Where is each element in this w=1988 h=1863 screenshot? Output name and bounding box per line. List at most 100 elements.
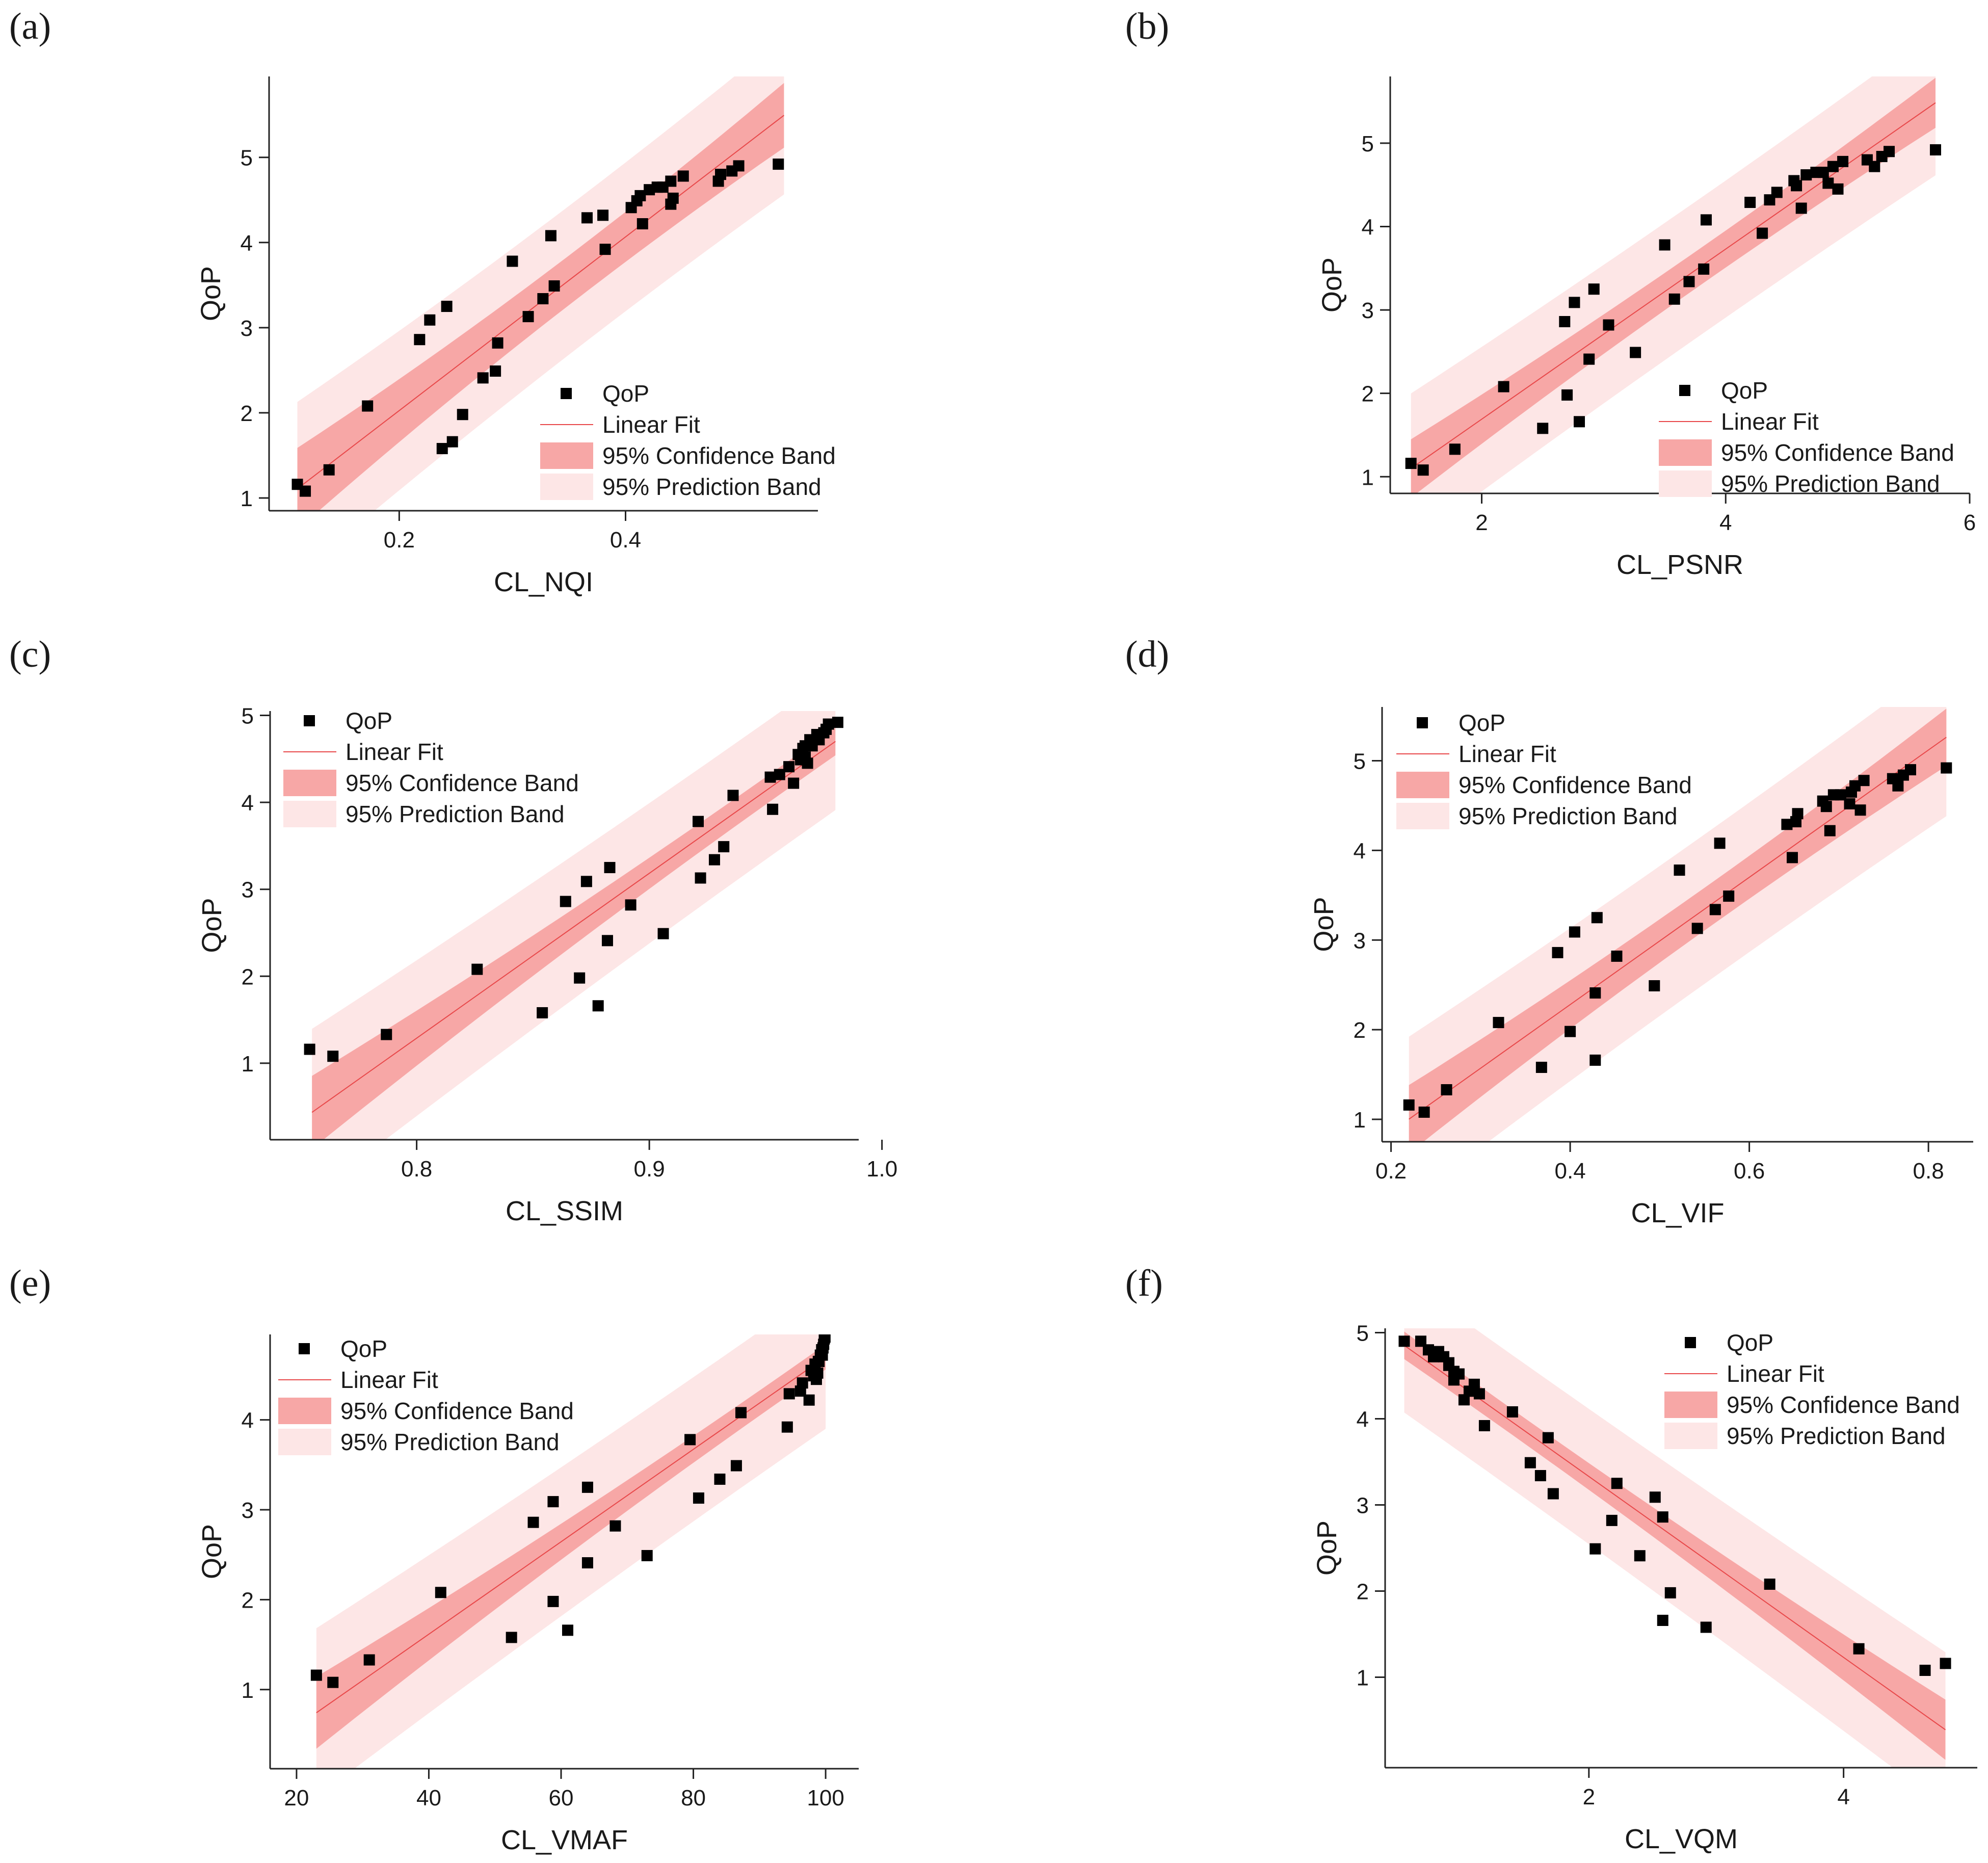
plot-area — [1405, 76, 1941, 493]
data-point — [625, 899, 637, 911]
linear-fit-line — [311, 741, 836, 1113]
data-point — [1700, 1621, 1712, 1633]
legend: QoP Linear Fit 95% Confidence Band 95% Pred… — [1664, 1329, 1960, 1449]
x-axis-label: CL_NQI — [494, 567, 593, 597]
y-tick-label: 3 — [242, 1498, 254, 1523]
data-point — [727, 790, 739, 801]
data-point — [641, 1550, 653, 1561]
data-point — [1565, 1026, 1576, 1037]
data-point — [730, 1460, 742, 1472]
data-point — [667, 192, 679, 204]
data-point — [1403, 1099, 1415, 1111]
data-point — [1449, 443, 1461, 455]
y-tick-label: 3 — [1362, 298, 1374, 323]
data-point — [1398, 1335, 1410, 1347]
confidence-band — [1409, 709, 1947, 1142]
data-point — [1659, 239, 1671, 251]
legend: QoP Linear Fit 95% Confidence Band 95% Pred… — [540, 380, 836, 500]
data-point — [1853, 1643, 1865, 1655]
legend-label-prediction: 95% Prediction Band — [1721, 470, 1940, 497]
x-tick-label: 100 — [807, 1786, 844, 1810]
y-tick-label: 1 — [242, 1678, 254, 1703]
data-point — [1892, 780, 1904, 792]
data-point — [581, 1481, 593, 1493]
chart-panel: 0.8 0.9 1.0 1 2 3 4 5 CL_SSIM QoP (c) QoP Linear Fit… — [9, 634, 897, 1226]
data-point — [327, 1051, 339, 1062]
plot-area — [304, 711, 843, 1140]
data-point — [1535, 1062, 1547, 1073]
data-point — [1904, 764, 1916, 776]
x-tick-label: 4 — [1837, 1785, 1849, 1809]
data-point — [424, 314, 436, 326]
data-point — [1569, 297, 1580, 308]
data-point — [1498, 381, 1509, 392]
data-point — [1657, 1511, 1668, 1523]
data-point — [1764, 1578, 1775, 1590]
y-tick-label: 1 — [1354, 1108, 1366, 1133]
data-point — [693, 1492, 704, 1504]
data-point — [446, 436, 458, 448]
x-tick-label: 80 — [681, 1786, 706, 1810]
data-point — [1589, 1543, 1601, 1555]
data-point — [802, 757, 813, 769]
data-point — [1574, 416, 1585, 428]
data-point — [560, 896, 571, 907]
legend-label-confidence: 95% Confidence Band — [340, 1398, 574, 1424]
panel-label: (f) — [1125, 1263, 1163, 1304]
legend-point-swatch — [1417, 717, 1428, 728]
data-point — [604, 862, 616, 874]
data-point — [323, 464, 335, 476]
legend-prediction-swatch — [1396, 803, 1449, 829]
data-point — [471, 963, 483, 975]
data-point — [1771, 187, 1783, 198]
data-point — [304, 1043, 315, 1055]
x-tick-label: 2 — [1583, 1785, 1595, 1809]
chart-panel: 0.2 0.4 1 2 3 4 5 CL_NQI QoP (a) QoP Linear Fit 95% … — [9, 6, 836, 597]
legend-label-confidence: 95% Confidence Band — [1721, 439, 1954, 466]
legend-point-swatch — [1679, 385, 1690, 396]
x-axis-label: CL_VMAF — [501, 1825, 628, 1855]
data-point — [1781, 819, 1793, 830]
data-point — [1649, 980, 1660, 991]
x-tick-label: 0.8 — [1913, 1159, 1944, 1184]
data-point — [735, 1407, 747, 1419]
legend-prediction-swatch — [1659, 470, 1712, 497]
data-point — [1709, 904, 1721, 915]
data-point — [581, 1557, 593, 1569]
data-point — [1524, 1457, 1536, 1468]
data-point — [1441, 1084, 1452, 1095]
data-point — [547, 1595, 559, 1607]
data-point — [592, 1000, 604, 1012]
data-point — [1817, 167, 1829, 178]
y-axis-label: QoP — [197, 898, 227, 953]
legend-label-prediction: 95% Prediction Band — [346, 801, 565, 827]
data-point — [548, 280, 560, 292]
data-point — [1683, 276, 1695, 287]
legend-label-points: QoP — [340, 1335, 387, 1362]
data-point — [1795, 202, 1807, 214]
y-tick-label: 1 — [1357, 1666, 1369, 1691]
data-point — [1837, 155, 1849, 167]
data-point — [457, 409, 468, 421]
data-point — [695, 872, 706, 884]
data-point — [693, 816, 704, 827]
y-axis-label: QoP — [196, 266, 226, 321]
legend-label-points: QoP — [346, 707, 392, 734]
y-tick-label: 4 — [242, 1408, 254, 1433]
plot-area — [1403, 707, 1952, 1142]
legend-confidence-swatch — [1664, 1392, 1717, 1418]
data-point — [1884, 146, 1895, 158]
legend-confidence-swatch — [1396, 772, 1449, 798]
data-point — [597, 209, 609, 221]
legend-label-fit: Linear Fit — [1721, 408, 1819, 435]
legend-point-swatch — [561, 388, 572, 399]
confidence-band — [1411, 77, 1936, 493]
data-point — [1757, 227, 1768, 239]
data-point — [1844, 798, 1856, 809]
data-point — [609, 1520, 621, 1532]
y-tick-label: 3 — [241, 316, 253, 341]
x-tick-label: 40 — [416, 1786, 441, 1810]
data-point — [1468, 1378, 1480, 1390]
data-point — [1453, 1368, 1465, 1380]
